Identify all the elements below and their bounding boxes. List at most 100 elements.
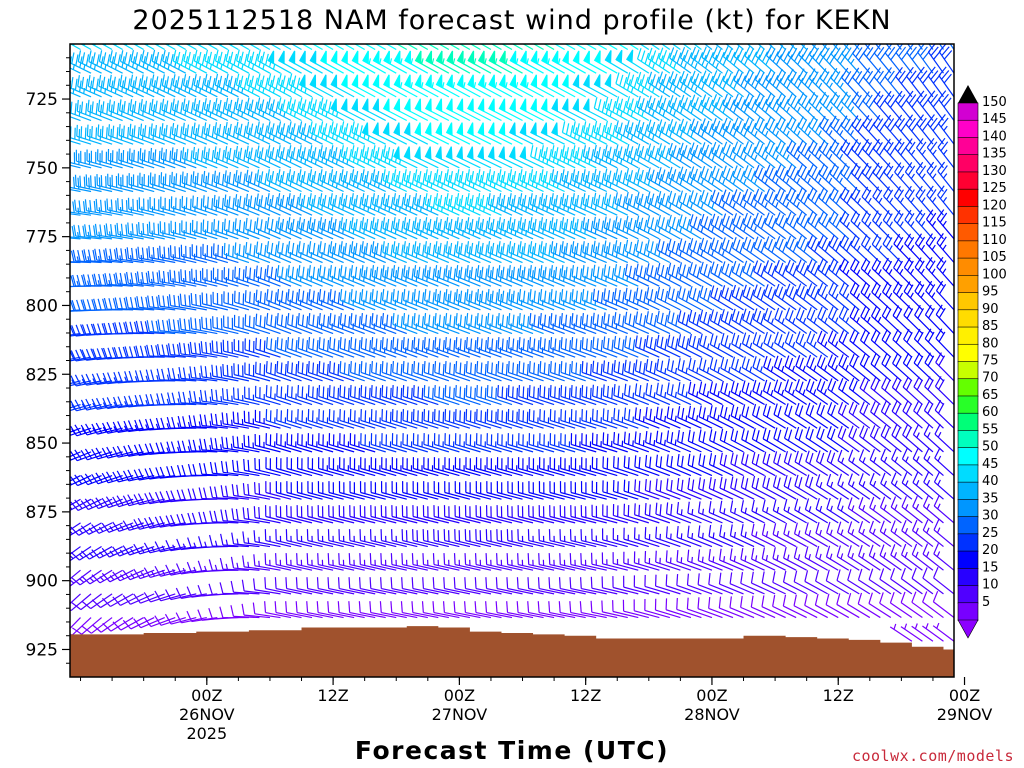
wind-barb [70,332,81,336]
x-tick-label: 28NOV [684,705,740,724]
wind-barb [81,348,113,361]
wind-barb [107,124,134,145]
wind-barb [230,556,260,571]
wind-barb [286,457,313,477]
wind-barb [129,99,155,122]
wind-barb [114,297,144,311]
colorbar-swatch [957,430,979,449]
wind-barb [81,373,113,386]
wind-barb [277,121,302,145]
colorbar-swatch [957,343,979,363]
credit-text: coolwx.com/models [852,747,1014,765]
wind-barb [230,580,260,595]
wind-barb [188,439,218,453]
x-tick-label: 27NOV [432,705,488,724]
wind-barb [200,341,228,358]
colorbar-top-triangle [958,85,978,103]
wind-barb [112,421,144,434]
wind-barb [129,123,155,145]
wind-barb [76,124,102,145]
colorbar-swatch [957,550,979,570]
wind-barb [296,529,323,548]
wind-barb [157,344,186,358]
wind-barb [285,601,313,619]
wind-barb [265,481,292,500]
wind-barb [243,458,271,477]
wind-barb [71,569,102,586]
colorbar-label: 110 [982,233,1007,248]
colorbar-label: 95 [982,285,999,300]
wind-barb [143,616,176,628]
wind-barb [266,169,292,193]
wind-barb [198,487,228,500]
wind-barb [245,121,271,145]
wind-barb [308,193,334,216]
wind-barb [116,222,144,240]
wind-barb [172,49,197,74]
wind-barb [287,241,313,264]
wind-barb [255,361,281,382]
wind-barb [287,217,313,240]
wind-barb [178,342,207,358]
wind-barb [231,484,260,500]
wind-barb [124,321,155,335]
wind-barb [244,266,271,287]
wind-barb [168,318,197,335]
wind-barb [286,409,313,429]
wind-barb [252,602,281,619]
wind-barb [171,171,197,193]
wind-barb [95,198,123,216]
wind-barb [265,361,292,382]
wind-barb [119,50,144,74]
wind-barb [286,481,313,500]
wind-barb [140,99,165,122]
colorbar-swatch [957,602,979,621]
wind-barb [254,458,281,477]
wind-barb [105,223,134,240]
colorbar-swatch [957,275,979,294]
wind-barb [118,99,144,122]
wind-barb [211,340,239,358]
wind-barb [242,483,271,500]
wind-barb [80,398,113,411]
wind-barb [192,122,218,145]
wind-barb [297,289,323,311]
y-tick-label: 825 [26,365,58,385]
colorbar-swatch [957,567,979,587]
wind-barb [297,361,323,382]
colorbar-label: 150 [982,95,1007,110]
wind-barb [210,437,239,453]
wind-barb [297,385,323,406]
wind-barb [141,49,165,74]
colorbar-label: 135 [982,147,1007,162]
colorbar-swatch [957,102,979,122]
wind-barb [179,318,207,335]
wind-barb [204,73,229,98]
wind-barb [220,460,249,477]
wind-barb [288,145,313,169]
wind-barb [96,174,123,193]
wind-barb [91,397,123,410]
wind-barb [275,553,302,571]
wind-barb [266,265,292,287]
wind-barb [81,593,113,610]
wind-barb [188,390,218,406]
plot-area [69,43,955,678]
wind-barb [154,541,186,553]
wind-barb [165,539,197,552]
colorbar-swatch [957,154,979,173]
wind-barb [298,97,323,122]
y-tick-label: 800 [26,296,58,316]
wind-barb [122,617,155,630]
colorbar-label: 100 [982,267,1007,282]
wind-barb [222,363,250,382]
wind-barb [147,270,176,287]
wind-barb [311,44,323,51]
colorbar-swatch [957,137,979,156]
colorbar-label: 105 [982,250,1007,265]
wind-barb [199,414,228,429]
wind-barb [144,492,176,505]
wind-barb [171,147,197,169]
colorbar-label: 125 [982,181,1007,196]
chart-title: 2025112518 NAM forecast wind profile (kt… [132,5,891,36]
